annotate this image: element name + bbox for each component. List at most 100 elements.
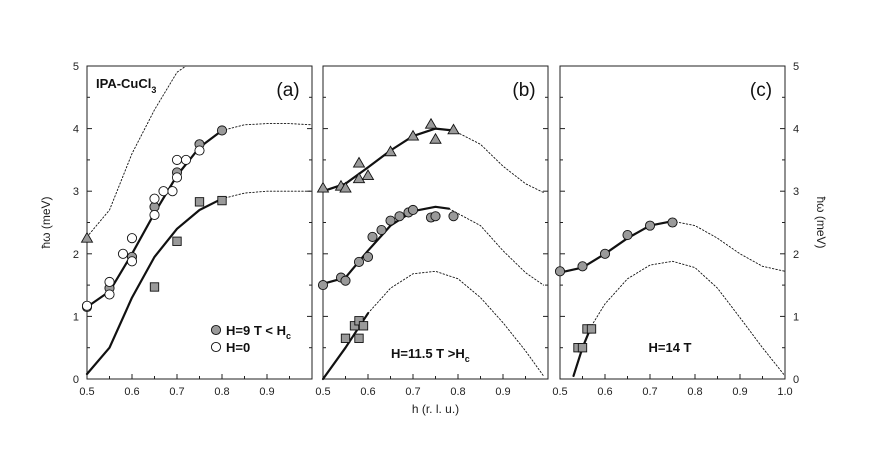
x-tick-label: 0.7 (642, 386, 657, 398)
data-point-square (358, 321, 369, 331)
panel-a-title: IPA-CuCl3 (96, 76, 156, 95)
marker-layer (80, 117, 678, 353)
data-point-triangle (80, 231, 94, 243)
x-axis-label: h (r. l. u.) (412, 402, 459, 416)
y-tick-label: 2 (73, 249, 79, 261)
label-layer: (a) (b) (c) IPA-CuCl3 H=9 T < HcH=0 ħω (meV) ħ… (39, 76, 828, 416)
model-curve-dotted (672, 220, 786, 272)
data-point-filled-circle (448, 211, 459, 222)
model-curve-dotted (591, 260, 786, 377)
data-point-open-circle (180, 154, 192, 165)
data-point-filled-circle (317, 280, 329, 291)
data-point-open-circle (126, 233, 138, 244)
x-tick-label: 0.8 (450, 386, 465, 398)
data-point-filled-circle (340, 275, 351, 286)
x-tick-label: 0.9 (732, 386, 747, 398)
panel-letter: (c) (750, 80, 772, 101)
data-point-filled-circle (394, 211, 405, 222)
data-point-open-circle (104, 276, 115, 288)
panel-letter: (b) (512, 80, 535, 101)
y-tick-label: 1 (793, 311, 799, 323)
data-point-filled-circle (362, 251, 374, 262)
data-point-triangle (339, 181, 352, 193)
x-tick-label: 0.6 (597, 386, 612, 398)
data-point-filled-circle (385, 215, 396, 226)
data-point-open-circle (81, 300, 93, 311)
legend-label: H=0 (226, 340, 250, 355)
data-point-filled-circle (376, 224, 387, 236)
data-point-triangle (406, 129, 420, 141)
data-point-square (340, 333, 351, 343)
x-tick-label: 0.6 (124, 386, 139, 398)
data-point-open-circle (158, 186, 169, 197)
legend-marker (210, 341, 222, 353)
data-point-square (354, 333, 364, 343)
model-curve-dotted (453, 130, 544, 193)
y-tick-label: 4 (73, 124, 79, 136)
x-tick-label: 0.5 (79, 386, 94, 398)
legend-marker (210, 324, 222, 336)
x-tick-label: 1.0 (777, 386, 792, 398)
y-axis-label-right: ħω (meV) (814, 196, 828, 248)
data-point-triangle (447, 123, 460, 135)
data-point-square (172, 236, 182, 246)
data-point-open-circle (167, 186, 178, 197)
y-tick-label: 3 (73, 186, 79, 198)
legend-label-subscript: c (286, 331, 291, 341)
panel-a-title-subscript: 3 (151, 85, 156, 95)
data-point-triangle (384, 145, 397, 157)
data-point-square (577, 343, 588, 353)
model-curve-dotted (86, 65, 187, 238)
fit-curve (85, 197, 224, 376)
panel-c-field-label: H=14 T (649, 340, 692, 355)
curve-layer (85, 65, 786, 381)
x-tick-label: 0.7 (405, 386, 420, 398)
panel-b-field-subscript: c (465, 354, 470, 364)
data-point-open-circle (126, 256, 138, 267)
data-point-triangle (352, 172, 366, 184)
data-point-filled-circle (577, 261, 588, 272)
data-point-filled-circle (430, 211, 441, 222)
x-tick-label: 0.8 (687, 386, 702, 398)
data-point-open-circle (171, 154, 183, 165)
x-tick-label: 0.8 (214, 386, 229, 398)
y-tick-label: 0 (793, 374, 799, 386)
data-point-open-circle (171, 172, 183, 183)
y-tick-label: 3 (793, 186, 799, 198)
data-point-square (194, 197, 205, 207)
y-tick-label: 5 (793, 61, 799, 73)
data-point-filled-circle (353, 256, 365, 267)
y-axis-label-left: ħω (meV) (39, 196, 53, 248)
data-point-open-circle (104, 289, 115, 300)
data-point-filled-circle (554, 266, 566, 277)
data-point-triangle (429, 132, 442, 144)
data-point-filled-circle (407, 204, 419, 216)
data-point-filled-circle (216, 125, 228, 136)
data-point-triangle (352, 156, 366, 168)
x-tick-label: 0.6 (360, 386, 375, 398)
data-point-open-circle (149, 209, 160, 221)
data-point-filled-circle (667, 217, 678, 228)
legend-label: H=9 T < Hc (226, 323, 291, 341)
data-point-filled-circle (644, 220, 656, 231)
y-tick-label: 4 (793, 124, 799, 136)
model-curve-dotted (448, 208, 544, 286)
data-point-square (149, 282, 160, 292)
y-tick-label: 0 (73, 374, 79, 386)
panel-b-field-label: H=11.5 T >Hc (391, 346, 470, 364)
data-point-triangle (316, 181, 330, 193)
fit-curve (558, 220, 674, 274)
data-point-open-circle (194, 145, 205, 156)
model-curve-dotted (221, 123, 313, 131)
y-tick-label: 2 (793, 249, 799, 261)
x-tick-label: 0.9 (495, 386, 510, 398)
data-point-triangle (361, 169, 375, 180)
data-point-open-circle (117, 248, 129, 259)
data-point-open-circle (149, 193, 160, 204)
data-point-filled-circle (367, 231, 378, 242)
data-point-filled-circle (599, 248, 611, 259)
x-tick-label: 0.7 (169, 386, 184, 398)
x-tick-label: 0.9 (259, 386, 274, 398)
